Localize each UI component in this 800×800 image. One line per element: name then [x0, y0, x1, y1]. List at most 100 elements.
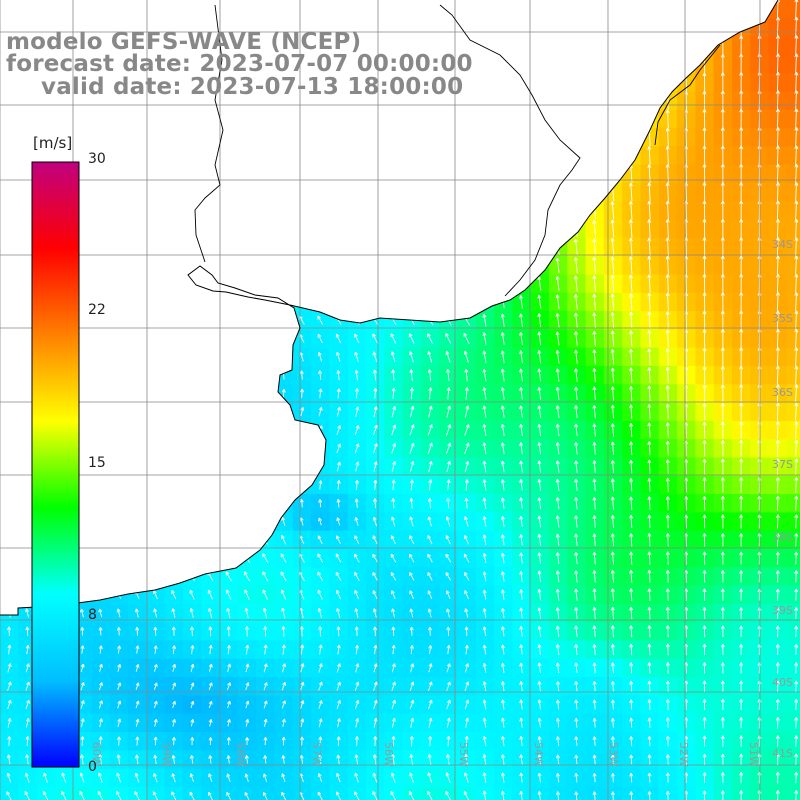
wind-arrow	[610, 219, 615, 238]
wind-arrow	[80, 626, 85, 636]
wind-arrow	[720, 698, 725, 711]
wind-arrow	[647, 182, 652, 202]
wind-arrow	[335, 333, 342, 344]
wind-arrow	[647, 533, 652, 547]
wind-arrow	[354, 590, 360, 600]
wind-arrow	[446, 387, 451, 400]
wind-arrow	[482, 790, 487, 800]
wind-arrow	[629, 514, 634, 529]
wind-arrow	[409, 754, 414, 765]
wind-arrow	[409, 405, 415, 418]
wind-arrow	[409, 572, 415, 581]
wind-arrow	[537, 607, 542, 619]
wind-arrow	[226, 719, 231, 727]
wind-arrow	[410, 717, 415, 728]
wind-arrow	[592, 460, 597, 473]
land-mass	[0, 0, 778, 615]
wind-arrow	[500, 717, 505, 728]
wind-arrow	[647, 255, 652, 275]
wind-arrow	[665, 403, 670, 420]
wind-arrow	[390, 516, 396, 527]
wind-arrow	[482, 735, 487, 747]
wind-arrow	[372, 572, 378, 581]
wind-arrow	[208, 719, 213, 727]
wind-arrow	[720, 680, 725, 692]
wind-arrow	[776, 71, 781, 93]
wind-arrow	[281, 791, 287, 800]
wind-arrow	[354, 553, 360, 563]
wind-arrow	[428, 479, 433, 491]
wind-arrow	[336, 681, 341, 691]
wind-arrow	[739, 402, 744, 421]
wind-arrow	[702, 329, 707, 348]
wind-arrow	[318, 407, 323, 417]
wind-arrow	[519, 570, 524, 582]
wind-arrow	[519, 534, 524, 546]
wind-arrow	[355, 388, 360, 399]
wind-arrow	[7, 699, 12, 710]
wind-arrow	[794, 607, 799, 619]
wind-arrow	[372, 535, 378, 545]
wind-arrow	[555, 699, 560, 710]
wind-arrow	[592, 736, 597, 746]
wind-arrow	[628, 237, 633, 257]
wind-arrow	[628, 293, 633, 311]
wind-arrow	[794, 643, 799, 656]
wind-arrow	[500, 589, 505, 600]
wind-arrow	[629, 459, 634, 474]
wind-arrow	[300, 718, 305, 728]
wind-arrow	[263, 663, 268, 673]
wind-arrow	[794, 0, 799, 20]
wind-arrow	[610, 460, 615, 474]
wind-arrow	[336, 517, 341, 526]
wind-arrow	[445, 772, 451, 783]
wind-arrow	[482, 368, 487, 382]
wind-arrow	[628, 330, 633, 347]
wind-arrow	[464, 772, 469, 783]
wind-arrow	[409, 442, 415, 454]
field-cell	[786, 420, 800, 440]
wind-arrow	[574, 442, 579, 455]
wind-arrow	[427, 535, 433, 545]
colorbar-tick-0: 0	[88, 759, 97, 775]
wind-arrow	[99, 663, 103, 672]
wind-arrow	[464, 644, 469, 655]
wind-arrow	[263, 682, 268, 691]
wind-arrow	[391, 699, 396, 710]
wind-arrow	[629, 404, 634, 419]
wind-arrow	[537, 276, 542, 291]
wind-arrow	[776, 328, 780, 349]
wind-arrow	[739, 680, 744, 692]
wind-arrow	[390, 772, 396, 783]
wind-arrow	[354, 681, 360, 691]
wind-arrow	[427, 626, 432, 636]
wind-arrow	[794, 421, 799, 439]
wind-arrow	[610, 349, 615, 365]
wind-arrow	[98, 754, 103, 765]
wind-arrow	[519, 699, 524, 710]
wind-arrow	[409, 461, 415, 473]
wind-arrow	[335, 571, 342, 581]
wind-arrow	[610, 256, 615, 275]
wind-arrow	[720, 772, 725, 784]
wind-arrow	[610, 736, 615, 746]
wind-arrow	[739, 292, 744, 312]
wind-arrow	[336, 480, 341, 490]
wind-arrow	[464, 497, 469, 509]
wind-arrow	[610, 533, 615, 547]
wind-arrow	[391, 461, 396, 472]
wind-arrow	[574, 699, 579, 710]
wind-arrow	[427, 442, 433, 454]
wind-arrow	[720, 255, 725, 275]
wind-arrow	[355, 644, 360, 655]
wind-arrow	[464, 405, 470, 418]
wind-arrow	[739, 588, 744, 601]
wind-arrow	[647, 643, 652, 656]
wind-arrow	[409, 535, 415, 545]
wind-arrow	[391, 387, 396, 399]
wind-arrow	[628, 219, 633, 238]
latitude-labels: 34S 35S 36S 37S 38S 39S 40S 41S	[772, 238, 793, 760]
wind-arrow	[464, 608, 469, 618]
wind-arrow	[629, 625, 634, 638]
wind-arrow	[354, 351, 359, 362]
